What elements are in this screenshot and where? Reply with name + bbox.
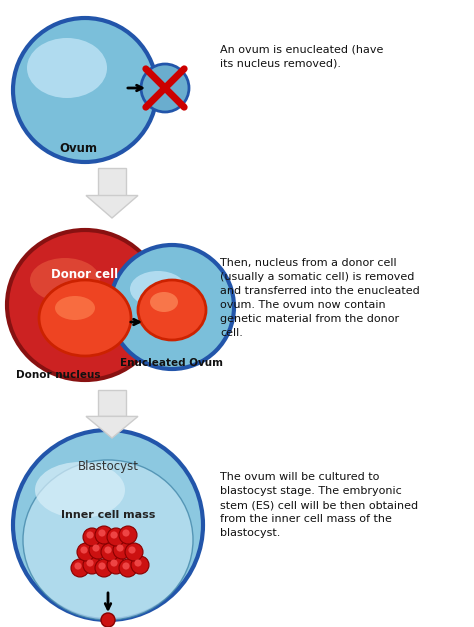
- Text: Ovum: Ovum: [59, 142, 97, 155]
- Ellipse shape: [110, 245, 234, 369]
- Circle shape: [119, 526, 137, 544]
- Circle shape: [128, 546, 136, 554]
- Circle shape: [81, 546, 88, 554]
- Circle shape: [110, 559, 118, 567]
- Text: Then, nucleus from a donor cell
(usually a somatic cell) is removed
and transfer: Then, nucleus from a donor cell (usually…: [220, 258, 420, 338]
- Text: Donor cell: Donor cell: [52, 268, 118, 282]
- Circle shape: [99, 562, 106, 569]
- Circle shape: [101, 543, 119, 561]
- Ellipse shape: [130, 271, 186, 307]
- Circle shape: [141, 64, 189, 112]
- Ellipse shape: [7, 230, 163, 380]
- Text: Blastocyst: Blastocyst: [78, 460, 138, 473]
- Ellipse shape: [150, 292, 178, 312]
- Circle shape: [122, 529, 129, 537]
- Circle shape: [95, 526, 113, 544]
- Circle shape: [86, 532, 93, 539]
- Ellipse shape: [27, 38, 107, 98]
- Text: Inner cell mass: Inner cell mass: [61, 510, 155, 520]
- Ellipse shape: [13, 18, 157, 162]
- Circle shape: [107, 528, 125, 546]
- Polygon shape: [86, 416, 138, 438]
- Circle shape: [86, 559, 93, 567]
- Circle shape: [113, 541, 131, 559]
- Circle shape: [83, 556, 101, 574]
- Circle shape: [83, 528, 101, 546]
- Circle shape: [135, 559, 142, 567]
- Circle shape: [71, 559, 89, 577]
- Circle shape: [125, 543, 143, 561]
- Ellipse shape: [30, 258, 100, 302]
- Circle shape: [101, 613, 115, 627]
- Ellipse shape: [13, 430, 203, 620]
- Ellipse shape: [138, 280, 206, 340]
- Polygon shape: [86, 196, 138, 218]
- Circle shape: [89, 541, 107, 559]
- Circle shape: [99, 529, 106, 537]
- Ellipse shape: [55, 296, 95, 320]
- Bar: [98, 390, 126, 416]
- Circle shape: [117, 544, 124, 552]
- Text: The ovum will be cultured to
blastocyst stage. The embryonic
stem (ES) cell will: The ovum will be cultured to blastocyst …: [220, 472, 418, 538]
- Circle shape: [110, 532, 118, 539]
- Ellipse shape: [23, 460, 193, 620]
- Text: Donor nucleus: Donor nucleus: [16, 370, 100, 380]
- Circle shape: [95, 559, 113, 577]
- Ellipse shape: [35, 462, 125, 518]
- Circle shape: [74, 562, 82, 569]
- Circle shape: [77, 543, 95, 561]
- Circle shape: [92, 544, 100, 552]
- Ellipse shape: [39, 280, 131, 356]
- Text: Enucleated Ovum: Enucleated Ovum: [120, 358, 224, 368]
- Circle shape: [119, 559, 137, 577]
- Circle shape: [104, 546, 111, 554]
- Text: An ovum is enucleated (have
its nucleus removed).: An ovum is enucleated (have its nucleus …: [220, 45, 383, 69]
- Circle shape: [107, 556, 125, 574]
- Circle shape: [131, 556, 149, 574]
- Bar: [98, 168, 126, 196]
- Circle shape: [122, 562, 129, 569]
